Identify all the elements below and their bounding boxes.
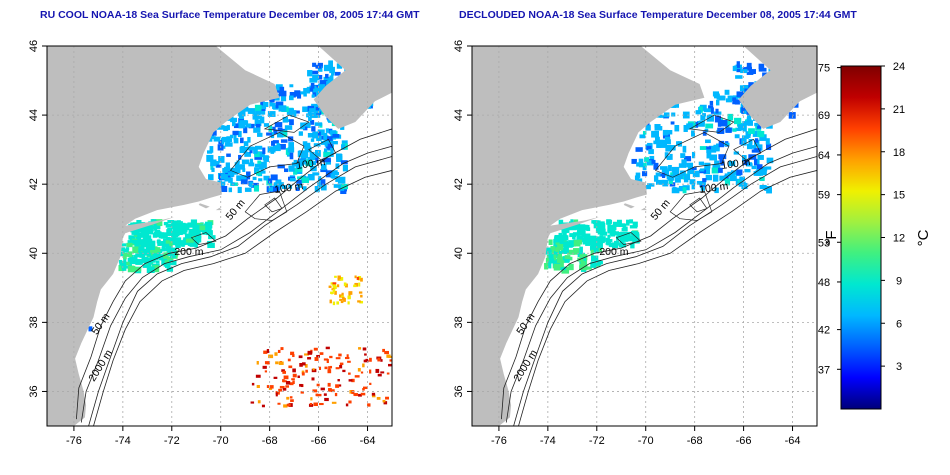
contour-label: 200 m xyxy=(174,246,203,258)
lat-tick-label: 46 xyxy=(28,40,40,52)
lon-tick-label: -66 xyxy=(311,435,327,447)
lon-tick-label: -64 xyxy=(360,435,376,447)
lon-tick-label: -74 xyxy=(115,435,131,447)
lon-tick-label: -72 xyxy=(164,435,180,447)
map-frame xyxy=(46,45,393,427)
lat-tick-label: 36 xyxy=(28,385,40,397)
lon-tick-label: -76 xyxy=(66,435,82,447)
lat-tick-label: 42 xyxy=(28,178,40,190)
lon-tick-label: -68 xyxy=(262,435,278,447)
contour-label: 100 m xyxy=(274,180,305,196)
lat-tick-label: 38 xyxy=(28,316,40,328)
contour-label: 100 m xyxy=(296,156,327,172)
left-panel-title: RU COOL NOAA-18 Sea Surface Temperature … xyxy=(40,9,420,21)
isobath-contours xyxy=(76,114,392,426)
nova-scotia-landmass xyxy=(313,46,392,129)
lon-tick-label: -70 xyxy=(213,435,229,447)
lat-tick-label: 44 xyxy=(28,109,40,121)
right-panel-title: DECLOUDED NOAA-18 Sea Surface Temperatur… xyxy=(459,9,857,21)
us-landmass xyxy=(47,46,280,426)
lat-tick-label: 40 xyxy=(28,247,40,259)
